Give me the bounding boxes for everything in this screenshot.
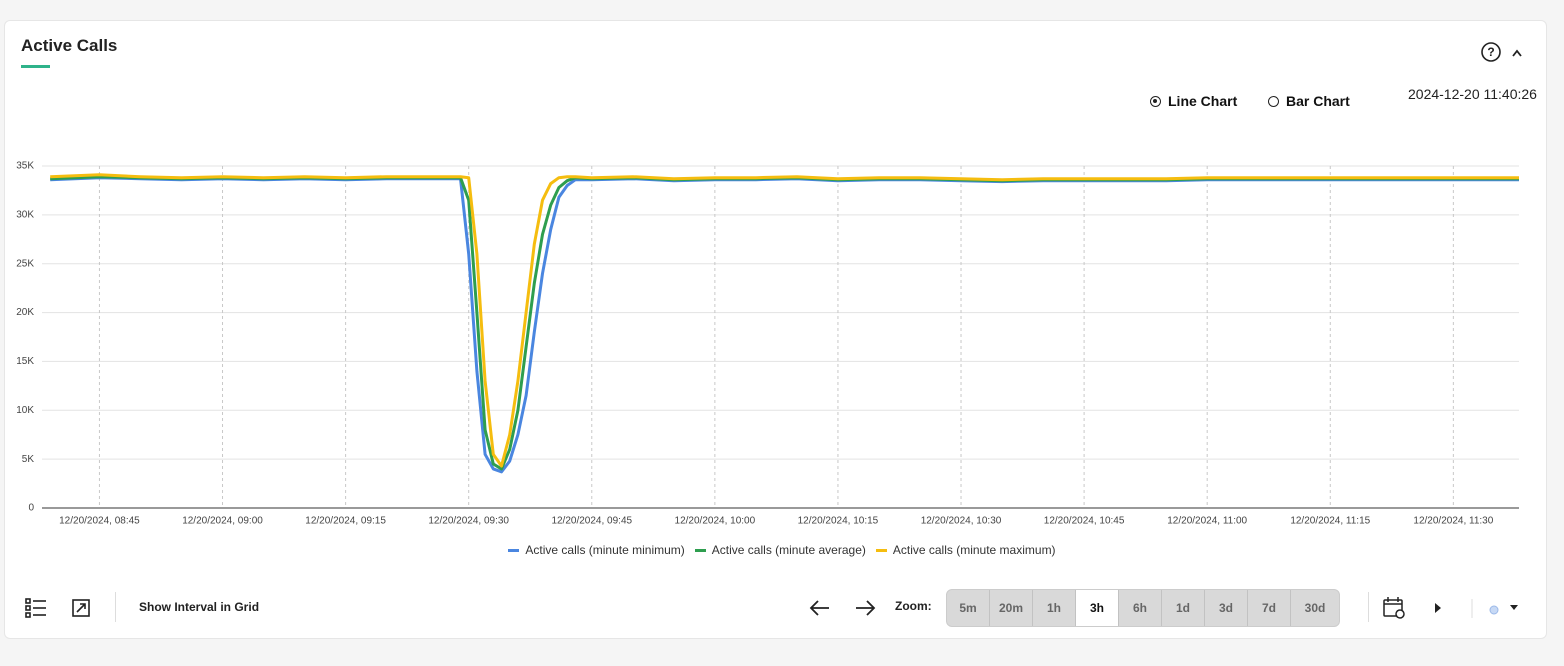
zoom-button[interactable]: 3h xyxy=(1076,590,1119,626)
show-interval-button[interactable]: Show Interval in Grid xyxy=(139,600,260,614)
nav-arrows[interactable] xyxy=(808,596,878,620)
zoom-button[interactable]: 1d xyxy=(1162,590,1205,626)
divider xyxy=(1368,592,1369,622)
zoom-button[interactable]: 5m xyxy=(947,590,990,626)
right-tools[interactable] xyxy=(1382,596,1522,620)
card-title: Active Calls xyxy=(21,36,118,55)
legend-label: Active calls (minute average) xyxy=(711,543,866,557)
x-tick-label: 12/20/2024, 10:00 xyxy=(675,516,756,527)
zoom-label: Zoom: xyxy=(895,599,932,613)
zoom-buttons: 5m 20m 1h 3h 6h 1d 3d 7d 30d xyxy=(946,589,1340,627)
x-tick-label: 12/20/2024, 09:00 xyxy=(182,516,263,527)
radio-dot xyxy=(1268,95,1279,107)
legend-label: Active calls (minute minimum) xyxy=(525,543,685,557)
legend: Active calls (minute minimum) Active call… xyxy=(0,543,1564,557)
x-tick-label: 12/20/2024, 09:30 xyxy=(428,516,509,527)
divider xyxy=(115,592,116,622)
legend-item[interactable]: Active calls (minute minimum) xyxy=(508,543,685,557)
radio-label: Bar Chart xyxy=(1286,93,1350,109)
legend-swatch xyxy=(875,548,887,552)
x-tick-label: 12/20/2024, 10:30 xyxy=(921,516,1002,527)
y-tick-label: 25K xyxy=(16,258,34,269)
zoom-button[interactable]: 1h xyxy=(1033,590,1076,626)
zoom-button[interactable]: 30d xyxy=(1304,601,1326,615)
legend-label: Active calls (minute maximum) xyxy=(892,543,1056,557)
zoom-button[interactable]: 3d xyxy=(1205,590,1248,626)
y-tick-label: 35K xyxy=(16,161,34,172)
x-tick-label: 12/20/2024, 11:00 xyxy=(1167,516,1247,527)
x-tick-label: 12/20/2024, 09:15 xyxy=(305,516,386,527)
zoom-button[interactable]: 6h xyxy=(1119,590,1162,626)
x-tick-label: 12/20/2024, 10:15 xyxy=(798,516,879,527)
grid-tools[interactable] xyxy=(24,596,104,620)
series-line xyxy=(50,175,1519,471)
y-tick-label: 0 xyxy=(28,503,34,514)
radio-option[interactable]: Bar Chart xyxy=(1268,93,1350,109)
chart: 0 5K 10K 15K 20K 25K 30K 35K 12/20/2024, 08:45 12… xyxy=(16,161,1519,527)
series-line xyxy=(50,173,1519,468)
card xyxy=(4,20,1547,639)
radio-option[interactable]: Line Chart xyxy=(1150,93,1237,109)
timestamp: 2024-12-20 11:40:26 xyxy=(1408,86,1537,102)
header-icons[interactable]: ? xyxy=(1480,41,1530,65)
x-tick-label: 12/20/2024, 11:30 xyxy=(1413,516,1493,527)
radio-label: Line Chart xyxy=(1168,93,1238,109)
legend-swatch xyxy=(694,548,706,552)
zoom-button[interactable]: 7d xyxy=(1248,590,1291,626)
zoom-button[interactable]: 20m xyxy=(990,590,1033,626)
x-tick-label: 12/20/2024, 08:45 xyxy=(59,516,140,527)
title-underline xyxy=(21,65,50,68)
x-tick-label: 12/20/2024, 09:45 xyxy=(551,516,632,527)
y-tick-label: 10K xyxy=(16,405,34,416)
series-line xyxy=(50,176,1519,474)
radio-dot xyxy=(1150,95,1161,107)
legend-swatch xyxy=(508,548,520,552)
y-tick-label: 20K xyxy=(16,307,34,318)
legend-item[interactable]: Active calls (minute average) xyxy=(694,543,866,557)
y-tick-label: 30K xyxy=(16,209,34,220)
y-tick-label: 5K xyxy=(22,454,35,465)
y-tick-label: 15K xyxy=(16,356,34,367)
x-tick-label: 12/20/2024, 11:15 xyxy=(1290,516,1370,527)
x-tick-label: 12/20/2024, 10:45 xyxy=(1044,516,1125,527)
legend-item[interactable]: Active calls (minute maximum) xyxy=(875,543,1056,557)
svg-text:?: ? xyxy=(1487,45,1494,59)
